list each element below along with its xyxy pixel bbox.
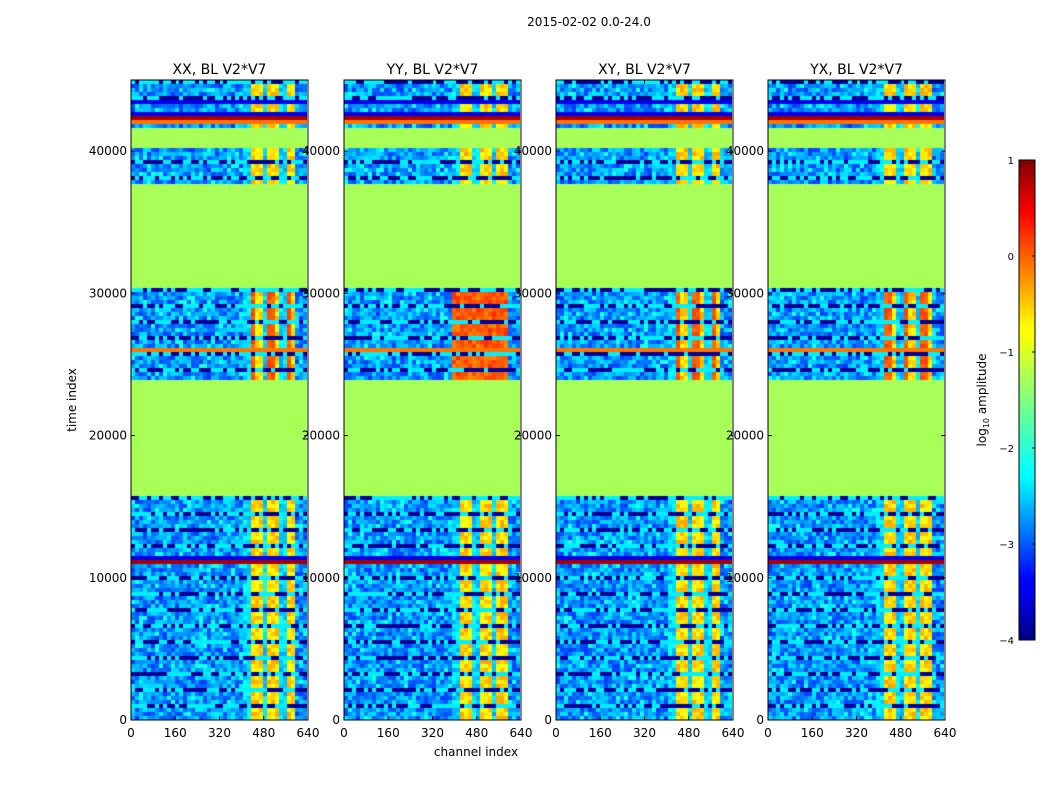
panel-title: YY, BL V2*V7 (386, 62, 479, 78)
x-tick-label: 640 (510, 726, 533, 740)
y-tick-label: 40000 (302, 144, 340, 158)
heatmap-image (556, 80, 732, 720)
colorbar-tick-label: 1 (1008, 156, 1014, 167)
panel-title: YX, BL V2*V7 (809, 62, 903, 78)
x-tick-label: 0 (127, 726, 135, 740)
x-tick-label: 320 (421, 726, 444, 740)
y-tick-label: 10000 (302, 571, 340, 585)
y-tick-label: 20000 (514, 429, 552, 443)
heatmap-image (344, 80, 520, 720)
y-tick-label: 30000 (514, 286, 552, 300)
y-tick-label: 0 (756, 713, 764, 727)
x-tick-label: 160 (164, 726, 187, 740)
colorbar-label-sub: 10 (982, 418, 991, 428)
y-tick-label: 40000 (726, 144, 764, 158)
x-tick-label: 160 (589, 726, 612, 740)
colorbar-label-rest: amplitude (975, 354, 989, 418)
x-tick-label: 160 (377, 726, 400, 740)
heatmap-panel: YX, BL V2*V7 0 160 320 480 640 0 10000 20000 3000… (726, 62, 957, 740)
x-tick-label: 640 (722, 726, 745, 740)
y-axis-label: time index (65, 368, 79, 432)
x-tick-label: 480 (465, 726, 488, 740)
y-tick-label: 10000 (89, 571, 127, 585)
x-tick-label: 640 (934, 726, 957, 740)
colorbar-tick-label: −4 (999, 636, 1014, 647)
x-tick-label: 0 (340, 726, 348, 740)
y-tick-label: 30000 (302, 286, 340, 300)
y-tick-label: 20000 (89, 429, 127, 443)
colorbar-tick-label: −2 (999, 444, 1014, 455)
y-tick-label: 30000 (726, 286, 764, 300)
panel-title: XX, BL V2*V7 (173, 62, 267, 78)
x-tick-label: 480 (252, 726, 275, 740)
x-tick-label: 0 (552, 726, 560, 740)
colorbar-ticks: −4 −3 −2 −1 0 1 (999, 156, 1035, 647)
y-tick-label: 10000 (514, 571, 552, 585)
panel-title: XY, BL V2*V7 (598, 62, 691, 78)
x-tick-label: 480 (677, 726, 700, 740)
colorbar-gradient (1018, 159, 1036, 641)
y-tick-label: 30000 (89, 286, 127, 300)
colorbar-tick-label: −1 (999, 348, 1014, 359)
x-tick-label: 640 (297, 726, 320, 740)
y-tick-label: 20000 (302, 429, 340, 443)
heatmap-panel: YY, BL V2*V7 0 160 320 480 640 0 10000 20000 3000… (302, 62, 533, 740)
y-tick-label: 40000 (89, 144, 127, 158)
figure-suptitle: 2015-02-02 0.0-24.0 (527, 15, 651, 29)
x-axis-label: channel index (434, 745, 518, 759)
heatmap-panel: XX, BL V2*V7 0 160 320 480 640 0 10000 20000 3000… (89, 62, 320, 740)
colorbar-tick-label: 0 (1008, 252, 1014, 263)
y-tick-label: 0 (332, 713, 340, 727)
colorbar: −4 −3 −2 −1 0 1 log10 amplitude (975, 156, 1036, 647)
x-tick-label: 480 (889, 726, 912, 740)
x-tick-label: 160 (801, 726, 824, 740)
colorbar-tick-label: −3 (999, 540, 1014, 551)
heatmap-image (131, 80, 307, 720)
y-tick-label: 10000 (726, 571, 764, 585)
heatmap-panel: XY, BL V2*V7 0 160 320 480 640 0 10000 20000 3000… (514, 62, 745, 740)
x-tick-label: 320 (633, 726, 656, 740)
x-tick-label: 320 (845, 726, 868, 740)
heatmap-image (768, 80, 944, 720)
colorbar-label: log10 amplitude (975, 354, 991, 447)
y-tick-label: 0 (544, 713, 552, 727)
colorbar-label-log: log (975, 428, 989, 446)
y-tick-label: 0 (119, 713, 127, 727)
x-tick-label: 320 (208, 726, 231, 740)
x-tick-label: 0 (764, 726, 772, 740)
y-tick-label: 20000 (726, 429, 764, 443)
y-tick-label: 40000 (514, 144, 552, 158)
heatmap-panels: XX, BL V2*V7 0 160 320 480 640 0 10000 20000 3000… (89, 62, 957, 740)
